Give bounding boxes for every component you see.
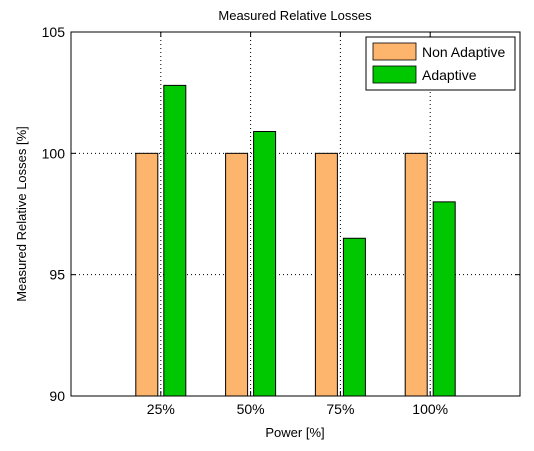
y-tick-label: 90 bbox=[49, 388, 65, 404]
y-tick-label: 100 bbox=[42, 145, 66, 161]
x-axis-label: Power [%] bbox=[265, 425, 324, 440]
chart-title: Measured Relative Losses bbox=[218, 8, 372, 23]
bar-non-adaptive bbox=[404, 152, 428, 397]
x-tick-label: 25% bbox=[147, 401, 175, 417]
bar-non-adaptive bbox=[225, 152, 249, 397]
axis-ticks: 90 95 100 105 25% 50% 75% 100% bbox=[42, 24, 520, 417]
y-tick-label: 105 bbox=[42, 24, 66, 40]
legend: Non Adaptive Adaptive bbox=[365, 36, 516, 91]
bar-adaptive bbox=[253, 130, 277, 397]
plot-frame bbox=[70, 31, 521, 397]
legend-label-non-adaptive: Non Adaptive bbox=[422, 44, 505, 60]
bar-adaptive bbox=[342, 237, 366, 397]
x-tick-label: 75% bbox=[326, 401, 354, 417]
bar-adaptive bbox=[432, 201, 456, 397]
x-tick-label: 100% bbox=[412, 401, 448, 417]
y-axis-label: Measured Relative Losses [%] bbox=[14, 126, 29, 302]
y-tick-label: 95 bbox=[49, 267, 65, 283]
bar-adaptive bbox=[163, 84, 187, 397]
bar-non-adaptive bbox=[135, 152, 159, 397]
legend-swatch-adaptive bbox=[372, 65, 417, 84]
x-tick-label: 50% bbox=[237, 401, 265, 417]
legend-label-adaptive: Adaptive bbox=[422, 67, 477, 83]
grid-lines bbox=[71, 32, 520, 396]
legend-swatch-non-adaptive bbox=[372, 42, 417, 61]
bar-non-adaptive bbox=[314, 152, 338, 397]
